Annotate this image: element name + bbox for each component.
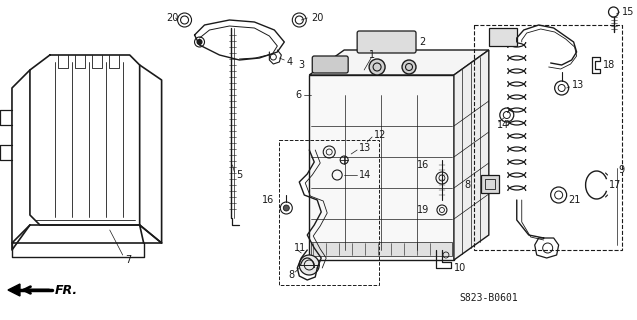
Bar xyxy=(309,75,454,260)
Text: 19: 19 xyxy=(417,205,429,215)
Text: 18: 18 xyxy=(603,60,615,70)
Text: 6: 6 xyxy=(295,90,301,100)
Polygon shape xyxy=(454,50,489,260)
Text: 15: 15 xyxy=(622,7,634,17)
Bar xyxy=(280,140,379,285)
Text: 12: 12 xyxy=(374,130,387,140)
Text: 8: 8 xyxy=(465,180,471,190)
Bar xyxy=(481,175,499,193)
Text: S823-B0601: S823-B0601 xyxy=(459,293,519,303)
Text: FR.: FR. xyxy=(55,284,78,297)
Text: 1: 1 xyxy=(369,50,375,60)
Text: 8: 8 xyxy=(288,270,294,280)
Text: 16: 16 xyxy=(417,160,429,170)
Polygon shape xyxy=(8,284,20,296)
Text: 13: 13 xyxy=(359,143,371,153)
Text: 17: 17 xyxy=(608,180,621,190)
Text: 2: 2 xyxy=(419,37,426,47)
Text: 10: 10 xyxy=(454,263,466,273)
Bar xyxy=(485,179,495,189)
Text: 3: 3 xyxy=(298,60,304,70)
Text: 14: 14 xyxy=(359,170,371,180)
Circle shape xyxy=(369,59,385,75)
Text: 11: 11 xyxy=(294,243,306,253)
FancyBboxPatch shape xyxy=(357,31,416,53)
Bar xyxy=(489,28,517,46)
FancyBboxPatch shape xyxy=(312,56,348,73)
Circle shape xyxy=(299,255,319,275)
Text: 14: 14 xyxy=(497,120,509,130)
Text: 4: 4 xyxy=(286,57,292,67)
Text: 20: 20 xyxy=(167,13,179,23)
Circle shape xyxy=(402,60,416,74)
Circle shape xyxy=(197,39,202,44)
Text: 13: 13 xyxy=(571,80,584,90)
Text: 16: 16 xyxy=(262,195,275,205)
Text: 5: 5 xyxy=(236,170,243,180)
Circle shape xyxy=(283,205,289,211)
Polygon shape xyxy=(309,50,489,75)
Text: 7: 7 xyxy=(125,255,131,265)
Text: 21: 21 xyxy=(569,195,581,205)
Bar xyxy=(311,242,452,256)
Text: 9: 9 xyxy=(619,165,625,175)
Bar xyxy=(474,25,622,250)
Text: 20: 20 xyxy=(311,13,324,23)
